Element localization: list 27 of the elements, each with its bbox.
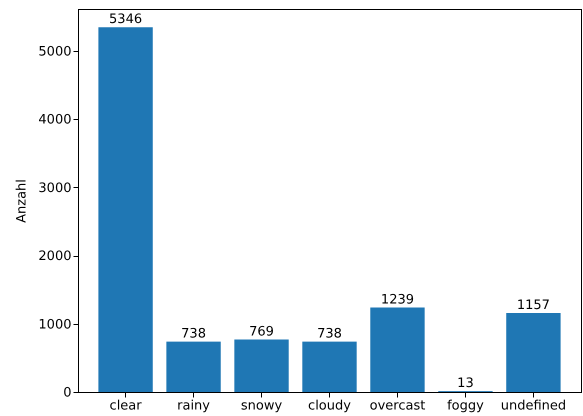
x-tick-label: snowy xyxy=(240,398,282,414)
data-label: 769 xyxy=(249,324,274,340)
bar xyxy=(302,342,357,392)
bar xyxy=(370,307,425,392)
bar xyxy=(166,342,221,392)
bar xyxy=(234,340,289,392)
y-tick-label: 5000 xyxy=(38,44,72,60)
x-tick-label: foggy xyxy=(447,398,484,414)
y-tick-label: 4000 xyxy=(38,112,72,128)
x-tick-label: rainy xyxy=(177,398,210,414)
y-axis-title: Anzahl xyxy=(14,179,30,223)
bar xyxy=(98,27,153,392)
data-label: 1157 xyxy=(516,298,550,314)
x-tick-label: cloudy xyxy=(308,398,352,414)
data-label: 1239 xyxy=(380,292,414,308)
y-tick-label: 3000 xyxy=(38,180,72,196)
y-tick-label: 1000 xyxy=(38,317,72,332)
bar xyxy=(506,313,561,392)
y-tick-label: 0 xyxy=(63,386,72,400)
x-tick-label: clear xyxy=(110,398,142,414)
x-tick-label: undefined xyxy=(500,398,566,414)
x-tick-label: overcast xyxy=(370,398,426,414)
data-label: 5346 xyxy=(109,12,142,28)
data-label: 13 xyxy=(457,376,474,392)
data-label: 738 xyxy=(181,326,206,342)
data-label: 738 xyxy=(317,326,342,342)
y-tick-label: 2000 xyxy=(38,249,72,264)
